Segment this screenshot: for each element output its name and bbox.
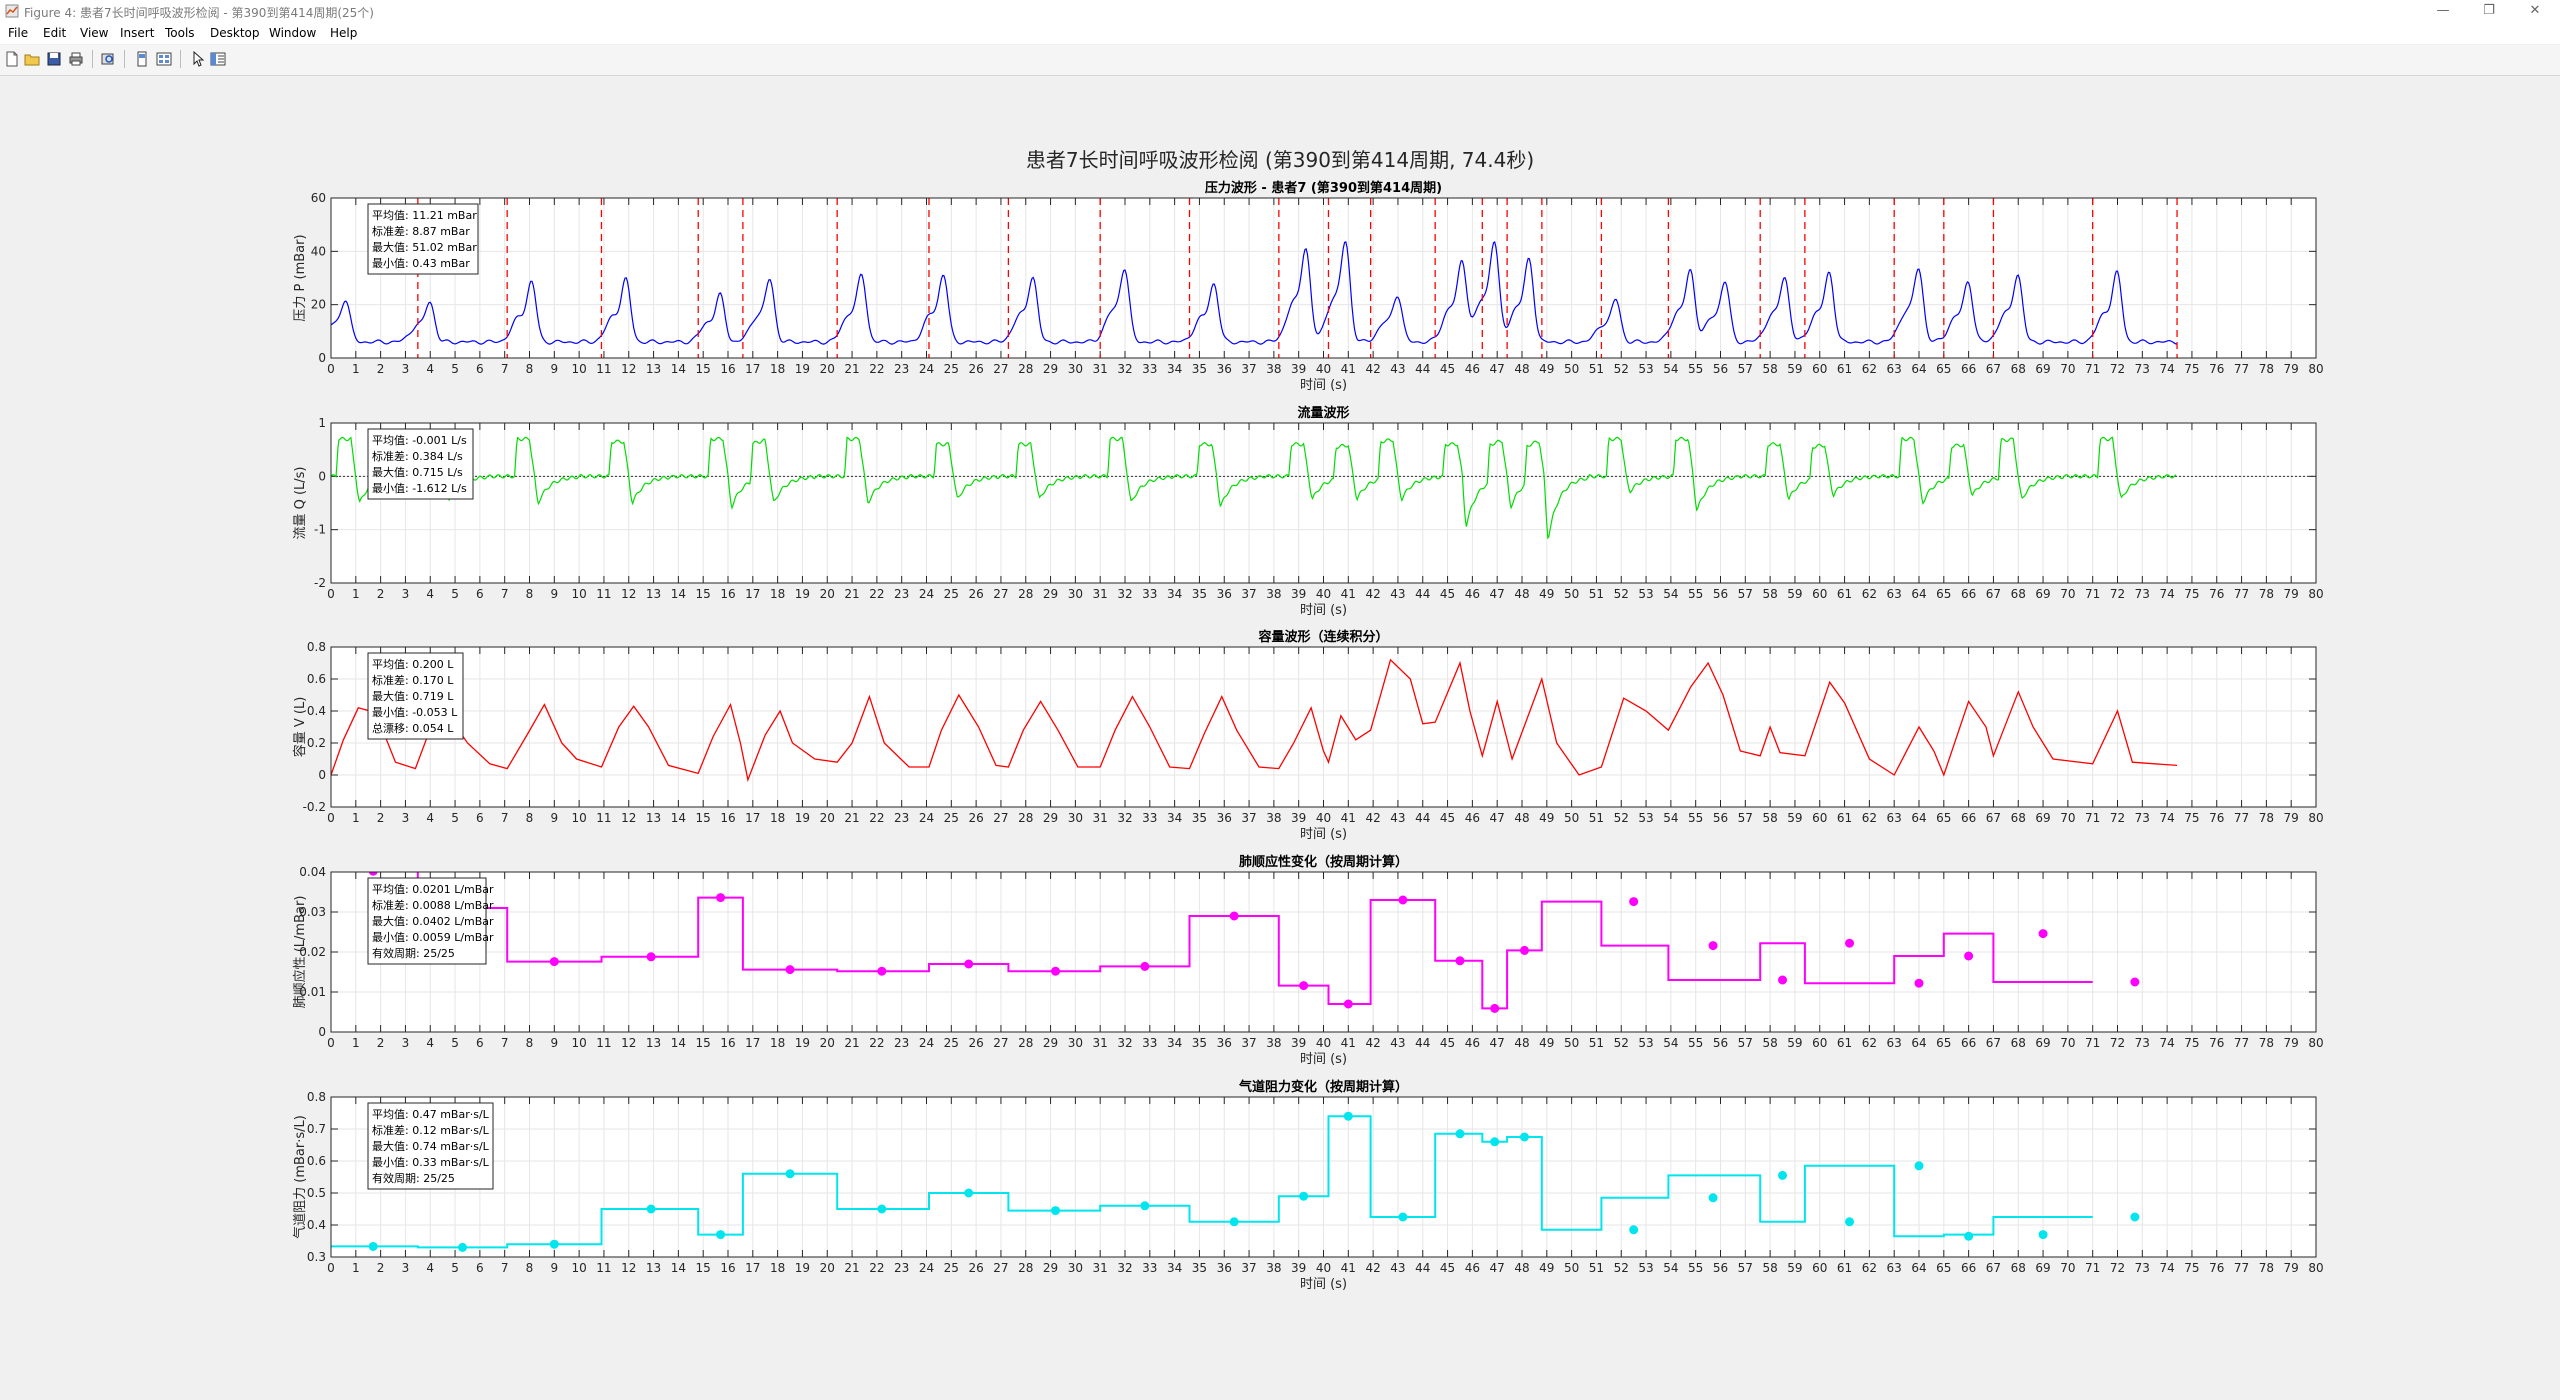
matlab-figure-icon bbox=[5, 4, 19, 18]
menu-tools[interactable]: Tools bbox=[165, 26, 195, 40]
figure-title: 患者7长时间呼吸波形检阅 (第390到第414周期, 74.4秒) bbox=[1025, 148, 1535, 172]
menu-view[interactable]: View bbox=[80, 26, 109, 40]
menu-file[interactable]: File bbox=[8, 26, 29, 40]
restore-button[interactable]: ❐ bbox=[2483, 3, 2495, 18]
minimize-button[interactable]: — bbox=[2436, 3, 2450, 18]
toolbar-separator bbox=[180, 50, 181, 68]
link-plot-icon[interactable] bbox=[134, 51, 150, 67]
save-icon[interactable] bbox=[46, 51, 62, 67]
menu-window[interactable]: Window bbox=[269, 26, 317, 40]
menu-help[interactable]: Help bbox=[330, 26, 358, 40]
pointer-icon[interactable] bbox=[190, 51, 206, 67]
menu-bar: File Edit View Insert Tools Desktop Wind… bbox=[0, 22, 2560, 44]
new-figure-icon[interactable] bbox=[4, 51, 20, 67]
close-button[interactable]: ✕ bbox=[2529, 3, 2541, 18]
menu-edit[interactable]: Edit bbox=[43, 26, 67, 40]
print-preview-icon[interactable] bbox=[100, 51, 116, 67]
toolbar-separator bbox=[92, 50, 93, 68]
open-file-icon[interactable] bbox=[24, 51, 40, 67]
window-titlebar: Figure 4: 患者7长时间呼吸波形检阅 - 第390到第414周期(25个… bbox=[0, 0, 2560, 22]
figure-canvas bbox=[0, 76, 2560, 1400]
property-editor-icon[interactable] bbox=[210, 51, 226, 67]
window-title: Figure 4: 患者7长时间呼吸波形检阅 - 第390到第414周期(25个… bbox=[24, 6, 374, 20]
menu-desktop[interactable]: Desktop bbox=[210, 26, 260, 40]
print-icon[interactable] bbox=[68, 51, 84, 67]
figure-toolbar bbox=[0, 45, 2560, 76]
toolbar-separator bbox=[124, 50, 125, 68]
menu-insert[interactable]: Insert bbox=[120, 26, 155, 40]
insert-legend-icon[interactable] bbox=[156, 51, 172, 67]
